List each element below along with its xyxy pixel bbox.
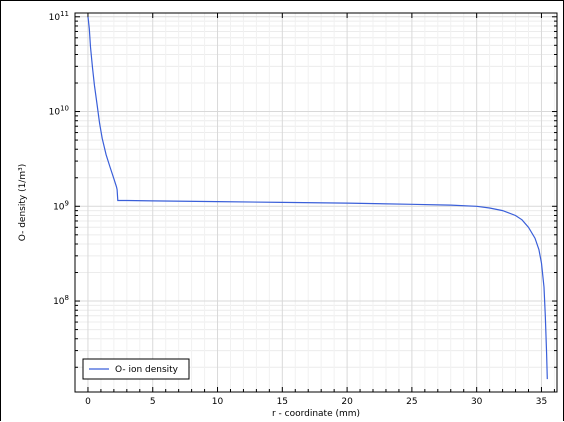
legend: O- ion density [82, 358, 190, 380]
x-tick-label: 20 [341, 397, 353, 407]
axes [74, 12, 558, 393]
y-axis-title: O- density (1/m³) [18, 164, 28, 241]
y-tick-label: 1011 [49, 10, 69, 23]
y-tick-label: 108 [53, 294, 69, 307]
y-tick-label: 109 [53, 199, 69, 212]
plot-area-border [74, 12, 558, 393]
x-tick-label: 15 [277, 397, 288, 407]
legend-label: O- ion density [115, 365, 179, 375]
series-layer [87, 16, 548, 380]
x-tick-label: 35 [536, 397, 547, 407]
legend-box [82, 358, 190, 380]
y-tick-label: 1010 [49, 105, 69, 118]
x-tick-label: 30 [471, 397, 483, 407]
x-axis-title: r - coordinate (mm) [272, 409, 360, 419]
series-line-0 [87, 16, 548, 380]
axis-ticks: 0 5 10 15 20 25 30 35 108 109 1010 1011 [49, 10, 557, 407]
x-tick-label: 5 [150, 397, 156, 407]
x-tick-label: 10 [212, 397, 224, 407]
x-tick-label: 25 [406, 397, 417, 407]
x-tick-label: 0 [85, 397, 91, 407]
